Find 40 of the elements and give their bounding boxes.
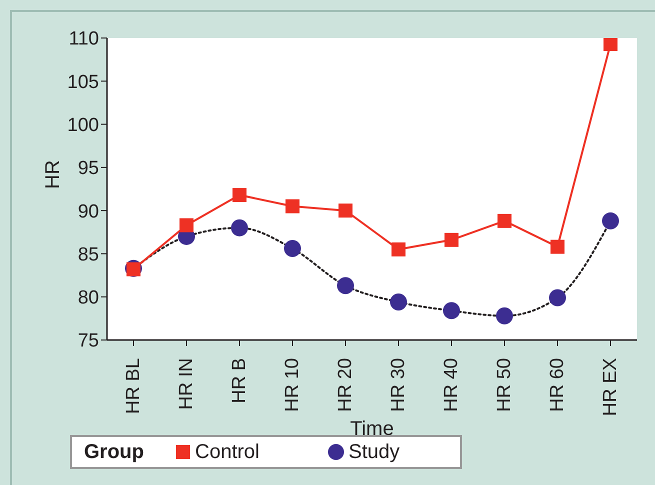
x-tick-label: HR 30 [388, 358, 409, 412]
x-tick-label: HR IN [176, 358, 197, 410]
point [231, 219, 248, 236]
x-tick-label: HR 50 [494, 358, 515, 412]
point [180, 218, 194, 232]
y-tick-label: 85 [78, 244, 99, 266]
y-tick-label: 75 [78, 330, 99, 352]
x-tick-label: HR 40 [441, 358, 462, 412]
x-tick-label: HR 20 [335, 358, 356, 412]
point [602, 212, 619, 230]
point [443, 302, 460, 320]
y-tick-label: 80 [78, 288, 99, 309]
point [549, 289, 566, 306]
y-tick-label: 100 [67, 115, 99, 136]
y-tick-label: 90 [78, 201, 99, 222]
legend-label: Control [194, 440, 260, 464]
y-tick-label: 110 [68, 28, 99, 50]
point [390, 294, 407, 311]
point [604, 38, 618, 52]
y-tick-label: 105 [67, 72, 99, 93]
point [338, 204, 352, 218]
point [496, 307, 513, 324]
x-tick-label: HR EX [600, 358, 621, 416]
x-tick-label: HR 60 [547, 358, 568, 412]
point [337, 277, 354, 294]
legend-title: Group [84, 440, 144, 464]
x-tick-label: HR BL [123, 358, 144, 414]
y-axis-title: HR [42, 160, 64, 189]
point [284, 240, 301, 258]
x-tick-label: HR 10 [282, 358, 303, 412]
point [392, 242, 406, 256]
legend-label: Study [347, 440, 400, 464]
point [444, 232, 458, 247]
x-tick-label: HR B [229, 358, 250, 404]
point [232, 188, 246, 202]
point [286, 199, 300, 214]
y-tick-label: 95 [78, 158, 99, 180]
point [498, 214, 512, 228]
x-axis-title: Time [350, 418, 394, 440]
point [550, 240, 564, 254]
